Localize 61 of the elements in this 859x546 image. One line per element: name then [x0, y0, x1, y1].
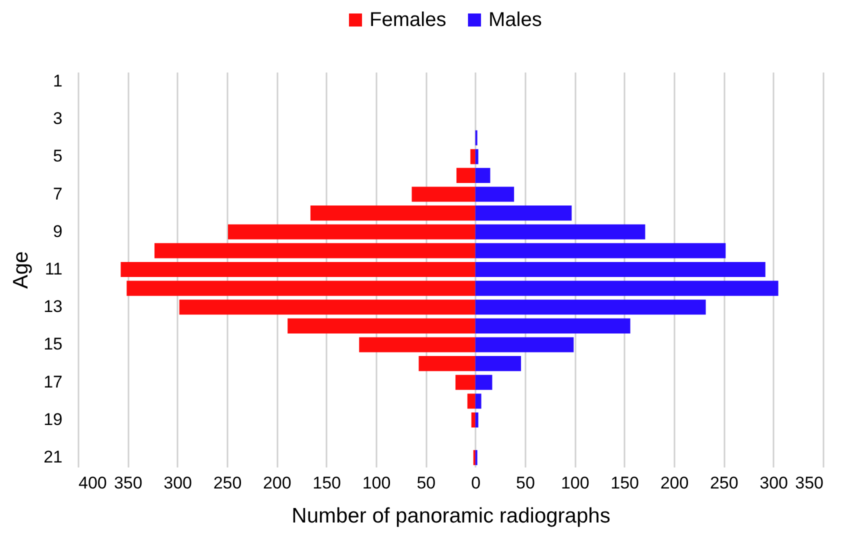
- y-tick-label: 7: [53, 184, 62, 204]
- bar: [471, 412, 476, 428]
- bar: [412, 186, 476, 202]
- x-tick-label: 0: [471, 474, 481, 492]
- bar: [310, 206, 476, 221]
- bar: [475, 262, 766, 278]
- legend-label: Males: [488, 9, 542, 31]
- x-tick-label: 250: [710, 474, 738, 492]
- x-tick-label: 100: [560, 474, 590, 492]
- bar: [475, 243, 726, 258]
- bar: [359, 337, 476, 352]
- y-tick-label: 5: [53, 146, 62, 166]
- bar: [467, 394, 476, 409]
- bar: [126, 280, 476, 296]
- x-tick-label: 150: [312, 474, 342, 492]
- y-tick-label: 1: [53, 71, 62, 90]
- y-tick-label: 21: [44, 448, 62, 467]
- bar: [475, 186, 514, 202]
- bar: [475, 356, 522, 372]
- bar: [475, 412, 478, 428]
- bar: [475, 394, 482, 409]
- x-tick-label: 350: [114, 474, 142, 492]
- y-tick-label: 9: [53, 222, 62, 241]
- y-tick-label: 13: [44, 297, 62, 316]
- bar: [455, 374, 476, 390]
- x-tick-label: 200: [660, 474, 689, 492]
- y-tick-label: 19: [44, 410, 62, 429]
- bar: [475, 149, 478, 164]
- x-tick-label: 350: [795, 474, 824, 492]
- bar: [475, 206, 572, 221]
- bar: [179, 300, 476, 315]
- x-tick-label: 250: [213, 474, 242, 492]
- bar: [475, 374, 492, 390]
- bar: [120, 262, 476, 278]
- y-tick-label: 11: [44, 260, 62, 278]
- bar: [154, 243, 476, 258]
- x-tick-label: 300: [760, 474, 788, 492]
- bar: [475, 224, 646, 240]
- y-axis-title: Age: [10, 251, 33, 289]
- bar: [475, 168, 490, 183]
- bar: [475, 280, 778, 296]
- bar: [418, 356, 476, 372]
- x-tick-label: 200: [262, 474, 292, 492]
- x-tick-label: 50: [516, 474, 535, 492]
- bar: [456, 168, 476, 183]
- bar: [228, 224, 476, 240]
- y-tick-label: 3: [53, 109, 62, 128]
- x-tick-label: 50: [416, 474, 436, 492]
- bar: [475, 337, 574, 352]
- bar: [475, 300, 706, 315]
- x-tick-label: 400: [78, 474, 107, 492]
- x-axis-title: Number of panoramic radiographs: [292, 504, 610, 528]
- bar: [470, 149, 476, 164]
- y-tick-label: 15: [44, 334, 62, 354]
- x-tick-label: 100: [362, 474, 391, 492]
- legend-label: Females: [370, 9, 446, 31]
- x-tick-label: 150: [610, 474, 640, 492]
- y-tick-label: 17: [44, 372, 62, 392]
- x-tick-label: 300: [164, 474, 192, 492]
- bar: [475, 318, 630, 334]
- bar: [288, 318, 476, 334]
